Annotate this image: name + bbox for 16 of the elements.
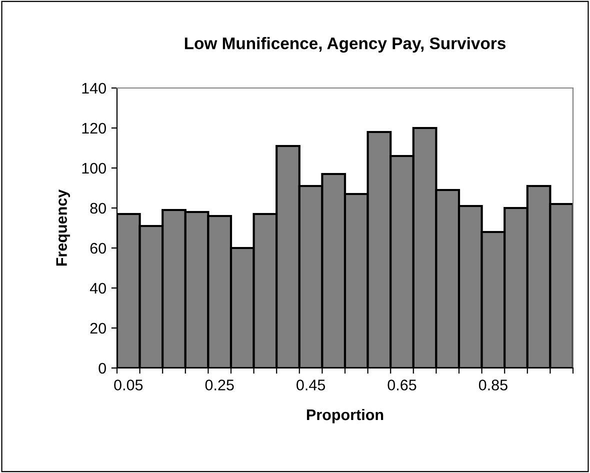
y-tick-label: 80 <box>90 202 106 214</box>
y-tick-label: 60 <box>90 242 106 254</box>
x-tick-label: 0.65 <box>388 380 416 390</box>
y-tick-label: 40 <box>90 282 106 294</box>
y-tick-label: 140 <box>82 82 106 94</box>
y-tick-label: 120 <box>82 122 106 134</box>
x-tick-label: 0.25 <box>205 380 234 390</box>
y-tick-label: 100 <box>82 162 106 174</box>
x-tick-label: 0.45 <box>296 380 326 390</box>
chart-title: Low Munificence, Agency Pay, Survivors <box>184 37 506 53</box>
x-tick-label: 0.05 <box>114 380 143 390</box>
y-tick-label: 20 <box>90 322 106 334</box>
x-tick-label: 0.85 <box>478 380 508 390</box>
y-tick-label: 0 <box>98 362 106 374</box>
x-axis-title: Proportion <box>306 408 384 424</box>
y-axis-title: Frequency <box>56 189 70 266</box>
